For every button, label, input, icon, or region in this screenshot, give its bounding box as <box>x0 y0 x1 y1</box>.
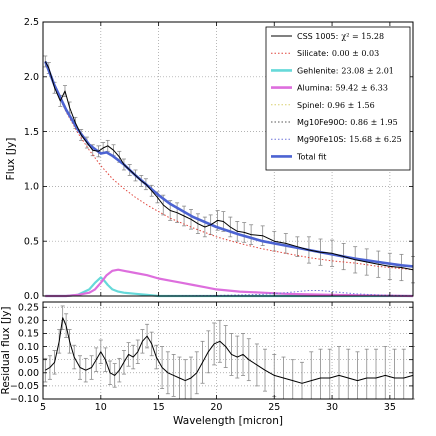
legend-label: Alumina: <box>297 84 332 93</box>
y-axis-label: Residual flux [Jy] <box>0 306 12 394</box>
series-line-css-1005 <box>44 61 414 271</box>
legend-entry: Mg90Fe10S: 15.68 ± 6.25 <box>297 135 402 144</box>
series-line-alumina <box>45 268 414 298</box>
legend-value: 0.96 ± 1.56 <box>327 101 374 110</box>
series-line-residual <box>45 317 414 384</box>
y-tick-label: −0.05 <box>10 381 39 392</box>
legend-label: Silicate: <box>297 49 329 58</box>
y-tick-label: 0.5 <box>24 236 39 247</box>
y-tick-label: 0.00 <box>18 368 39 379</box>
legend-value: 23.08 ± 2.01 <box>341 66 394 75</box>
ticks: 0.0 0.5 1.0 1.5 2.0 2.5 <box>24 17 413 302</box>
legend-label: Gehlenite: <box>297 66 338 75</box>
x-tick-label: 35 <box>384 402 396 413</box>
error-bars <box>43 305 415 400</box>
legend-label: Mg10Fe90O: <box>297 118 347 127</box>
x-tick-label: 15 <box>153 402 165 413</box>
legend-value: 15.68 ± 6.25 <box>349 135 402 144</box>
legend-label: Total fit <box>296 152 326 161</box>
legend-entry: CSS 1005: χ² = 15.28 <box>297 32 384 41</box>
x-tick-label: 30 <box>326 402 338 413</box>
legend-label: Mg90Fe10S: <box>297 135 346 144</box>
legend-entry: Total fit <box>296 152 326 161</box>
y-tick-label: 0.20 <box>18 316 39 327</box>
series-line-silicate <box>44 61 414 271</box>
legend-entry: Mg10Fe90O: 0.86 ± 1.95 <box>297 118 398 127</box>
y-tick-label: 0.0 <box>24 291 39 302</box>
legend-entry: Alumina: 59.42 ± 6.33 <box>297 84 388 93</box>
x-tick-label: 5 <box>40 402 46 413</box>
residual-panel: 5 10 15 20 25 30 35 −0.10 −0.05 0.00 0.05 0.10 0.15 0… <box>0 301 415 427</box>
flux-panel: 0.0 0.5 1.0 1.5 2.0 2.5 Flux [Jy] <box>5 17 415 302</box>
y-tick-label: 2.0 <box>24 72 39 83</box>
y-tick-label: 1.5 <box>24 127 39 138</box>
legend-entry: Spinel: 0.96 ± 1.56 <box>297 101 375 110</box>
legend-value: 0.00 ± 0.03 <box>332 49 379 58</box>
x-axis-label: Wavelength [micron] <box>173 415 283 427</box>
y-axis-label: Flux [Jy] <box>5 138 17 181</box>
y-tick-label: 0.10 <box>18 342 39 353</box>
legend-value: 0.86 ± 1.95 <box>350 118 397 127</box>
series-line-total-fit <box>44 61 414 268</box>
x-tick-label: 25 <box>268 402 280 413</box>
legend-value: χ² = 15.28 <box>341 32 384 41</box>
x-tick-label: 20 <box>210 402 222 413</box>
ticks: 5 10 15 20 25 30 35 −0.10 −0.05 0.00 0.05 0.10 0.15 0… <box>10 302 413 413</box>
y-tick-label: 0.05 <box>18 355 39 366</box>
y-tick-label: 1.0 <box>24 182 39 193</box>
plot-frame <box>42 21 414 297</box>
legend-entry: Silicate: 0.00 ± 0.03 <box>297 49 379 58</box>
legend-box <box>265 26 411 171</box>
y-tick-label: 0.15 <box>18 329 39 340</box>
legend-label: CSS 1005: <box>297 32 338 41</box>
legend-entry: Gehlenite: 23.08 ± 2.01 <box>297 66 394 75</box>
y-tick-label: −0.10 <box>10 394 39 405</box>
x-tick-label: 10 <box>95 402 107 413</box>
legend-label: Spinel: <box>297 101 324 110</box>
legend-value: 59.42 ± 6.33 <box>335 84 388 93</box>
plot-frame <box>42 301 414 400</box>
y-tick-label: 0.25 <box>18 302 39 313</box>
y-tick-label: 2.5 <box>24 17 39 28</box>
legend: CSS 1005: χ² = 15.28 Silicate: 0.00 ± 0.03 G… <box>265 26 411 171</box>
